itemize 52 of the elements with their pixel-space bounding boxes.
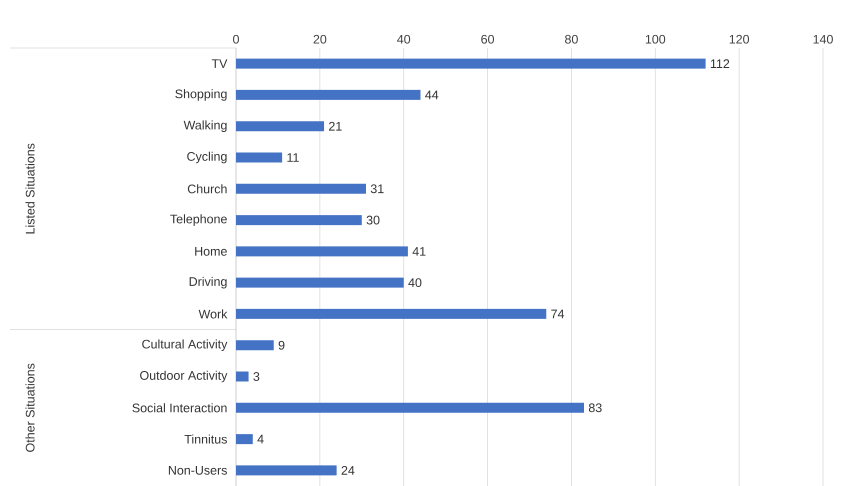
data-label: 30 <box>366 215 380 224</box>
y-tick-label: TV <box>212 59 228 68</box>
bar <box>236 371 249 382</box>
data-label: 40 <box>408 278 422 287</box>
x-tick-label: 60 <box>481 34 494 44</box>
data-label: 11 <box>287 153 299 162</box>
data-label: 112 <box>710 59 730 68</box>
y-tick-label: Tinnitus <box>184 434 227 444</box>
data-label: 3 <box>253 372 260 381</box>
x-tick-label: 80 <box>565 34 578 44</box>
data-label: 31 <box>370 184 384 194</box>
bar <box>236 340 274 350</box>
bar <box>236 184 366 194</box>
bar <box>236 121 324 132</box>
y-tick-label: Telephone <box>170 214 227 226</box>
bar <box>236 246 408 256</box>
bar <box>236 402 584 413</box>
bar <box>236 277 404 288</box>
y-tick-label: Shopping <box>175 88 227 101</box>
data-label: 83 <box>588 403 602 412</box>
data-label: 24 <box>342 466 354 475</box>
y-tick-label: Cultural Activity <box>142 339 228 351</box>
y-tick-label: Work <box>198 309 228 318</box>
x-tick-label: 140 <box>814 34 833 44</box>
bar <box>236 152 282 162</box>
data-label: 44 <box>425 90 438 100</box>
y-tick-label: Social Interaction <box>132 403 227 412</box>
text: Listed Situations <box>25 143 35 234</box>
y-tick-label: Cycling <box>187 152 227 164</box>
data-label: 41 <box>412 246 426 256</box>
y-tick-label: Home <box>195 246 227 256</box>
x-tick-label: 0 <box>233 34 239 44</box>
bar <box>236 465 337 476</box>
y-tick-label: Outdoor Activity <box>140 370 228 382</box>
text: Other Situations <box>25 363 35 452</box>
bar <box>236 308 546 319</box>
x-tick-label: 120 <box>730 34 750 44</box>
data-label: 4 <box>257 434 264 444</box>
x-tick-label: 40 <box>397 34 410 44</box>
data-label: 74 <box>551 309 564 318</box>
data-label: 9 <box>278 340 284 350</box>
data-label: 21 <box>329 122 342 130</box>
y-tick-label: Non-Users <box>168 466 227 475</box>
bar <box>236 90 420 100</box>
bar <box>236 434 253 444</box>
x-tick-label: 100 <box>646 34 666 44</box>
bar <box>236 58 706 68</box>
x-tick-label: 20 <box>314 34 326 44</box>
bar <box>236 214 362 225</box>
y-tick-label: Driving <box>190 276 227 288</box>
y-tick-label: Walking <box>184 120 227 132</box>
y-tick-label: Church <box>188 184 227 194</box>
